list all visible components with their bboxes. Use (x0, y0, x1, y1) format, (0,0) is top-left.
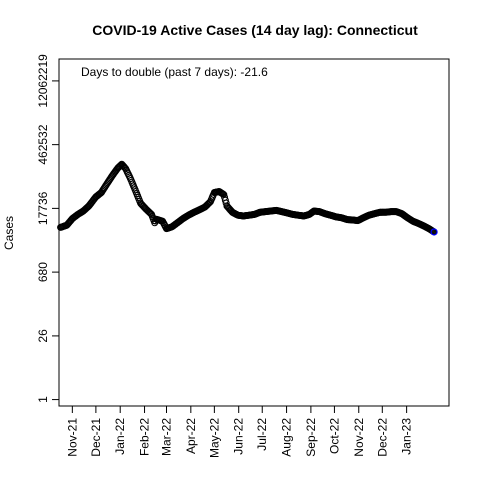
data-points (57, 160, 438, 236)
x-tick-label: Nov-22 (352, 418, 366, 457)
x-tick-label: Dec-22 (375, 418, 389, 457)
x-tick-label: Dec-21 (89, 418, 103, 457)
x-tick-label: Apr-22 (184, 418, 198, 454)
x-tick-label: Jan-22 (113, 418, 127, 455)
chart-title: COVID-19 Active Cases (14 day lag): Conn… (92, 22, 418, 38)
x-tick-label: Jul-22 (255, 418, 269, 451)
y-tick-label: 1 (36, 396, 50, 403)
y-axis-label: Cases (2, 216, 16, 250)
x-tick-label: Oct-22 (327, 418, 341, 454)
x-tick-label: Feb-22 (138, 418, 152, 456)
plot-frame (58, 58, 450, 407)
x-tick-label: Sep-22 (304, 418, 318, 457)
y-tick-label: 680 (36, 262, 50, 282)
x-tick-label: Jun-22 (232, 418, 246, 455)
y-tick-label: 17736 (36, 191, 50, 225)
y-tick-label: 12062219 (36, 54, 50, 108)
x-tick-label: Aug-22 (280, 418, 294, 457)
data-point (146, 209, 154, 217)
x-axis: Nov-21 Dec-21 Jan-22 Feb-22 Mar-22 Apr-22 May-… (65, 405, 414, 458)
latest-data-point (430, 228, 438, 236)
x-tick-label: Jan-23 (400, 418, 414, 455)
x-tick-label: Nov-21 (65, 418, 79, 457)
y-axis: 1 26 680 17736 462532 12062219 (36, 54, 60, 403)
y-tick-label: 462532 (36, 124, 50, 164)
x-tick-label: Mar-22 (160, 418, 174, 456)
y-tick-label: 26 (36, 329, 50, 343)
x-tick-label: May-22 (207, 418, 221, 458)
chart-annotation: Days to double (past 7 days): -21.6 (81, 65, 268, 79)
